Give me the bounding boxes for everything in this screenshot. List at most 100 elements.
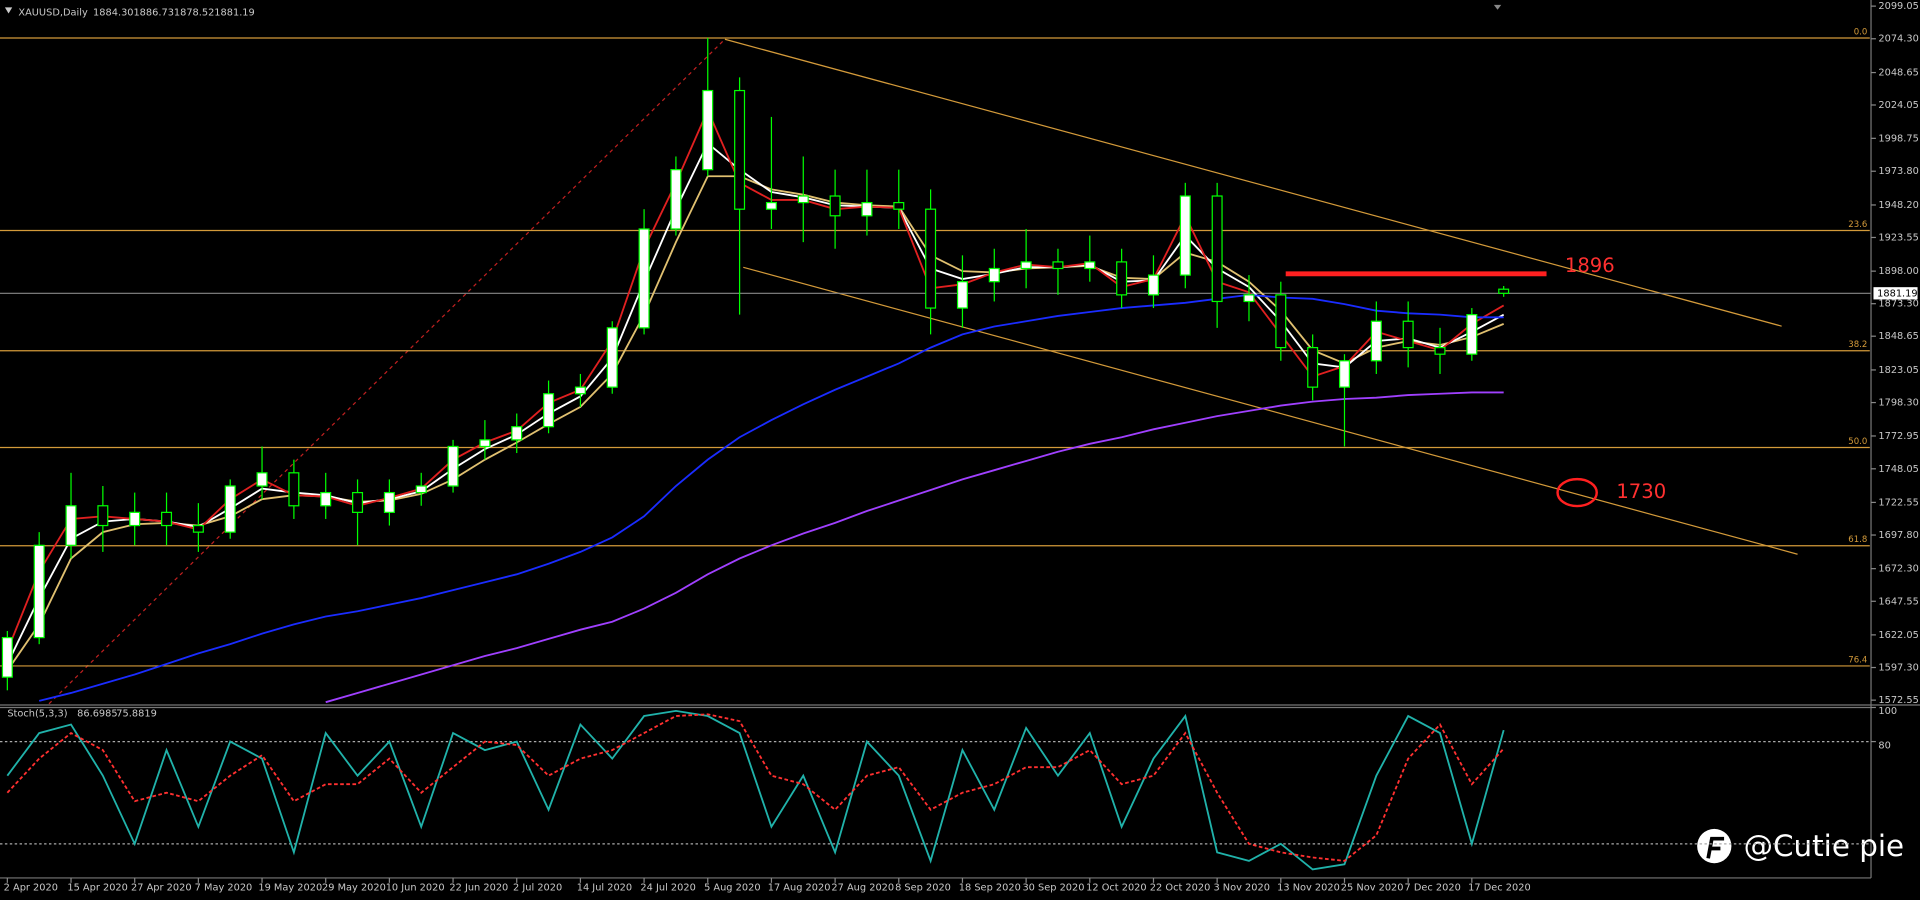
candle-body [383, 491, 395, 513]
candle-body [1370, 320, 1382, 362]
y-tick-label: 2048.65 [1878, 68, 1918, 79]
y-tick-label: 1597.30 [1878, 663, 1918, 674]
x-tick-label: 10 Jun 2020 [386, 883, 445, 894]
y-tick-label: 1898.00 [1878, 266, 1918, 277]
x-tick-label: 29 May 2020 [322, 883, 386, 894]
candle-body [1243, 294, 1255, 303]
y-tick-label: 1923.55 [1878, 232, 1918, 243]
x-tick-label: 7 Dec 2020 [1404, 883, 1460, 894]
candle-body [765, 201, 777, 210]
price-label: 1881.19 [1877, 288, 1917, 299]
indicator-title: Stoch(5,3,3) [7, 709, 67, 720]
y-tick-label: 1873.30 [1878, 299, 1918, 310]
candle-body [574, 386, 586, 395]
y-tick-label: 1772.95 [1878, 431, 1918, 442]
candle-body [861, 201, 873, 217]
x-tick-label: 17 Dec 2020 [1468, 883, 1531, 894]
watermark-icon [1706, 836, 1725, 859]
ohlc-value: 1886.73 [133, 7, 173, 18]
y-tick-label: 1672.30 [1878, 564, 1918, 575]
candle-body [1466, 314, 1478, 355]
candle-body [606, 327, 618, 388]
ohlc-value: 1881.19 [214, 7, 254, 18]
y-tick-label: 1748.05 [1878, 464, 1918, 475]
candle-body [1402, 320, 1414, 349]
x-tick-label: 18 Sep 2020 [959, 883, 1021, 894]
candle-body [320, 491, 332, 507]
candle-body [1147, 274, 1159, 296]
fib-label: 23.6 [1848, 220, 1867, 230]
series-line [6, 175, 1505, 672]
candle-body [1307, 346, 1319, 388]
y-tick-label: 1998.75 [1878, 133, 1918, 144]
watermark: @Cutie pie [1697, 829, 1904, 864]
candle-body [1498, 288, 1510, 294]
x-tick-label: 8 Sep 2020 [895, 883, 951, 894]
candle-body [925, 208, 937, 309]
candle-body [1020, 261, 1032, 270]
candle-body [192, 524, 204, 533]
candle-body [956, 281, 968, 309]
candle-body [447, 445, 459, 487]
candle-body [988, 267, 1000, 283]
x-tick-label: 13 Nov 2020 [1277, 883, 1340, 894]
indicator-value: 86.6985 [77, 709, 117, 720]
series-line [325, 391, 1504, 704]
series-line [6, 713, 1505, 862]
y-tick-label: 1798.30 [1878, 398, 1918, 409]
x-tick-label: 22 Jun 2020 [449, 883, 508, 894]
y-tick-label: 1572.55 [1878, 695, 1918, 706]
fib-label: 38.2 [1848, 340, 1867, 350]
candle-body [352, 491, 364, 513]
price-label-box [1873, 287, 1918, 300]
y-tick-label: 1722.55 [1878, 497, 1918, 508]
candle-body [797, 195, 809, 204]
watermark-text: @Cutie pie [1744, 829, 1904, 863]
plot-layer [0, 0, 1920, 879]
candle-body [415, 485, 427, 494]
x-tick-label: 17 Aug 2020 [768, 883, 831, 894]
y-tick-label: 1697.80 [1878, 530, 1918, 541]
y-tick-label: 1948.20 [1878, 200, 1918, 211]
candle-body [1084, 261, 1096, 270]
candle-body [511, 426, 523, 441]
candle-body [1, 636, 13, 678]
candle-body [702, 89, 714, 171]
annotation-label: 1896 [1565, 254, 1615, 277]
candle-body [543, 393, 555, 428]
target-marker [1556, 477, 1598, 508]
x-tick-label: 24 Jul 2020 [640, 883, 695, 894]
fib-label: 61.8 [1848, 535, 1867, 545]
candle-body [1338, 360, 1351, 388]
candle-body [256, 472, 268, 487]
x-tick-label: 3 Nov 2020 [1213, 883, 1269, 894]
candle-body [224, 485, 236, 533]
fib-label: 50.0 [1848, 437, 1867, 447]
x-tick-label: 7 May 2020 [195, 883, 253, 894]
x-tick-label: 22 Oct 2020 [1150, 883, 1211, 894]
candle-body [1179, 195, 1191, 276]
candle-body [829, 195, 841, 217]
candle-body [65, 505, 77, 546]
x-tick-label: 19 May 2020 [258, 883, 322, 894]
candle-body [288, 472, 300, 507]
candle-body [1116, 261, 1128, 296]
chart-title: XAUUSD,Daily [18, 7, 88, 18]
channel-line [724, 38, 1782, 327]
y-tick-label: 2024.05 [1878, 100, 1918, 111]
fib-label: 76.4 [1848, 655, 1867, 665]
series-line [38, 293, 1504, 702]
fib-trend-line [48, 38, 726, 705]
ohlc-value: 1884.30 [93, 7, 133, 18]
candle-body [129, 511, 141, 527]
candle-body [670, 169, 682, 230]
x-tick-label: 30 Sep 2020 [1022, 883, 1084, 894]
x-tick-label: 27 Aug 2020 [831, 883, 894, 894]
candle-body [638, 228, 650, 329]
annotation-label: 1730 [1616, 480, 1666, 503]
ohlc-value: 1878.52 [174, 7, 214, 18]
candle-body [1052, 261, 1064, 270]
candle-body [1434, 346, 1446, 355]
indicator-value: 75.8819 [116, 709, 156, 720]
